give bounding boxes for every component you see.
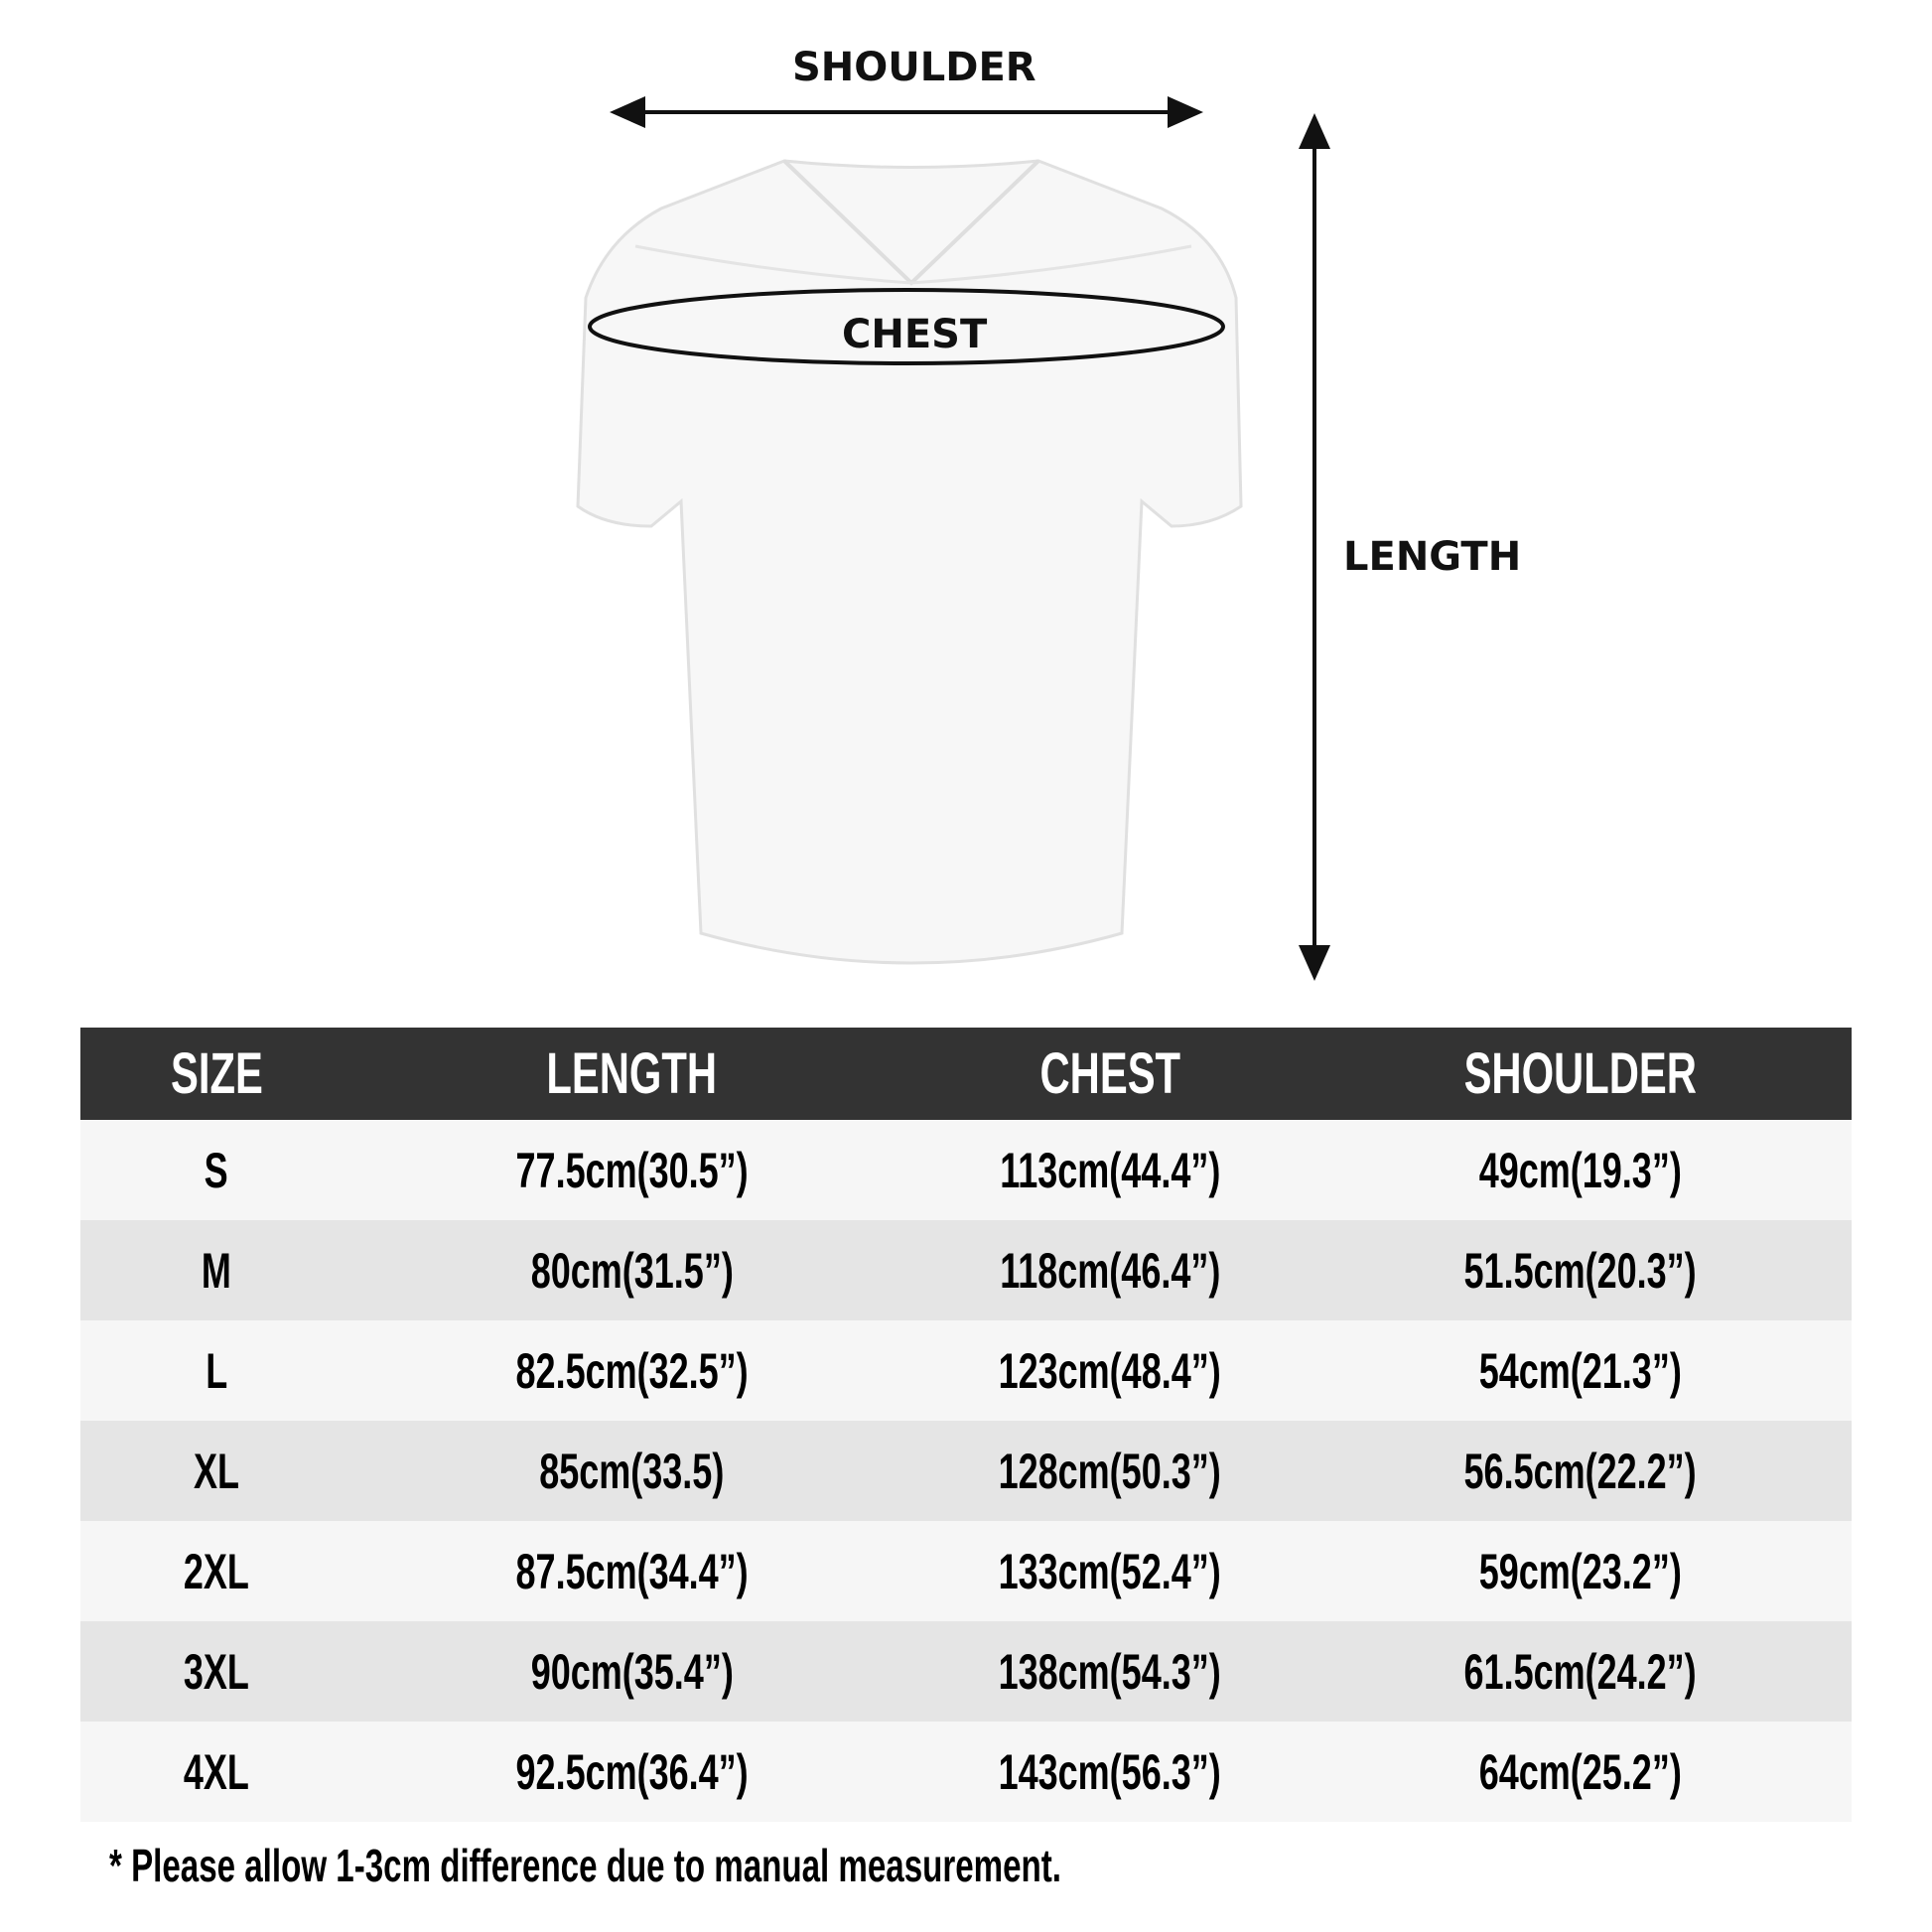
length-label: LENGTH <box>1343 534 1522 580</box>
chest-label: CHEST <box>842 312 988 357</box>
shoulder-cell: 64cm(25.2”) <box>1478 1743 1682 1800</box>
size-cell: L <box>205 1342 227 1399</box>
shirt-diagram <box>576 96 1330 981</box>
shoulder-cell: 49cm(19.3”) <box>1478 1142 1682 1198</box>
shoulder-label: SHOULDER <box>792 45 1036 90</box>
length-cell: 85cm(33.5) <box>539 1443 725 1499</box>
table-row: 2XL 87.5cm(34.4”) 133cm(52.4”) 59cm(23.2”) <box>80 1521 1852 1621</box>
chest-cell: 133cm(52.4”) <box>998 1543 1222 1599</box>
chest-cell: 118cm(46.4”) <box>999 1242 1221 1299</box>
shoulder-cell: 54cm(21.3”) <box>1478 1342 1682 1399</box>
chest-cell: 128cm(50.3”) <box>998 1443 1222 1499</box>
size-cell: 2XL <box>183 1543 250 1599</box>
table-row: 3XL 90cm(35.4”) 138cm(54.3”) 61.5cm(24.2”) <box>80 1621 1852 1722</box>
table-row: XL 85cm(33.5) 128cm(50.3”) 56.5cm(22.2”) <box>80 1421 1852 1521</box>
length-cell: 90cm(35.4”) <box>530 1643 734 1700</box>
footnote: * Please allow 1-3cm difference due to m… <box>109 1840 1061 1891</box>
size-cell: XL <box>193 1443 240 1499</box>
length-cell: 77.5cm(30.5”) <box>515 1142 749 1198</box>
chest-cell: 113cm(44.4”) <box>999 1142 1221 1198</box>
length-cell: 80cm(31.5”) <box>530 1242 734 1299</box>
table-row: 4XL 92.5cm(36.4”) 143cm(56.3”) 64cm(25.2”) <box>80 1722 1852 1822</box>
length-cell: 82.5cm(32.5”) <box>515 1342 749 1399</box>
chest-ellipse <box>588 288 1225 365</box>
size-cell: S <box>204 1142 229 1198</box>
chest-cell: 138cm(54.3”) <box>998 1643 1222 1700</box>
shoulder-cell: 51.5cm(20.3”) <box>1463 1242 1697 1299</box>
chest-cell: 123cm(48.4”) <box>998 1342 1222 1399</box>
shoulder-cell: 56.5cm(22.2”) <box>1463 1443 1697 1499</box>
size-cell: 3XL <box>183 1643 250 1700</box>
length-cell: 92.5cm(36.4”) <box>515 1743 749 1800</box>
table-header: SIZE LENGTH CHEST SHOULDER <box>80 1028 1852 1120</box>
header-shoulder: SHOULDER <box>1463 1041 1697 1106</box>
table-row: L 82.5cm(32.5”) 123cm(48.4”) 54cm(21.3”) <box>80 1320 1852 1421</box>
table-row: M 80cm(31.5”) 118cm(46.4”) 51.5cm(20.3”) <box>80 1220 1852 1320</box>
size-cell: M <box>202 1242 231 1299</box>
size-table: SIZE LENGTH CHEST SHOULDER S 77.5cm(30.5”… <box>80 1028 1852 1822</box>
tshirt-image <box>576 159 1243 965</box>
length-cell: 87.5cm(34.4”) <box>515 1543 749 1599</box>
size-cell: 4XL <box>183 1743 250 1800</box>
chest-cell: 143cm(56.3”) <box>998 1743 1222 1800</box>
table-row: S 77.5cm(30.5”) 113cm(44.4”) 49cm(19.3”) <box>80 1120 1852 1220</box>
header-size: SIZE <box>170 1041 263 1106</box>
header-chest: CHEST <box>1039 1041 1180 1106</box>
header-length: LENGTH <box>546 1041 718 1106</box>
shoulder-cell: 59cm(23.2”) <box>1478 1543 1682 1599</box>
shoulder-cell: 61.5cm(24.2”) <box>1463 1643 1697 1700</box>
